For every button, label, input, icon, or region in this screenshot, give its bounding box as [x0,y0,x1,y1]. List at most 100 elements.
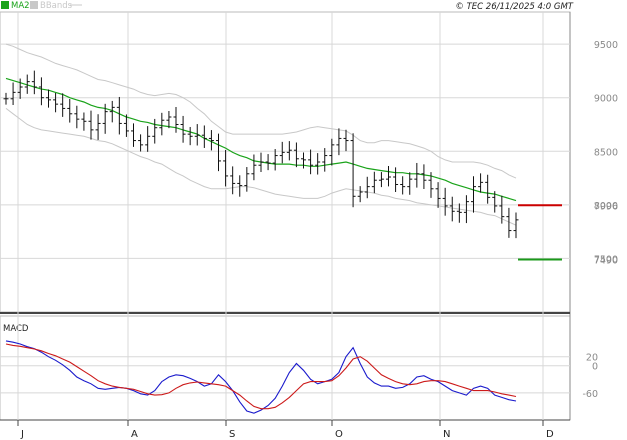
candle [499,195,505,224]
candle [293,142,299,168]
candle [336,128,342,156]
candle [471,176,476,213]
month-label: D [546,429,554,440]
macd-line [5,340,517,414]
candle [485,174,491,204]
ma20-legend-swatch [1,1,9,9]
month-label: A [131,429,138,440]
candle [237,175,243,197]
candle [279,141,285,164]
candle [3,92,9,105]
candle [53,93,59,113]
candle [123,114,129,137]
candle [343,129,349,152]
candle [10,82,16,105]
candle [230,166,236,195]
resistance-level-label: 7996 [594,201,618,212]
candle [46,89,51,108]
candle [216,133,221,172]
candle [131,123,136,147]
candle [173,107,179,133]
candle [456,203,462,223]
month-label: S [229,429,235,440]
candle [265,154,271,171]
macd-panel-label: MACD [3,324,29,334]
candle [208,130,214,151]
candle [407,172,413,195]
candle [308,149,314,175]
copyright-label: © TEC 26/11/2025 4:0 GMT [455,2,573,12]
candle [442,187,448,216]
signal-line [5,343,517,410]
candle [386,165,391,187]
macd-panel-frame [0,315,571,421]
macd-tick-label: -60 [582,389,598,400]
price-tick-label: 7500 [594,254,618,265]
candle [350,133,356,208]
candle [145,126,151,152]
candle [88,110,94,140]
candle [463,195,469,224]
candle [109,100,115,123]
candle [378,172,384,188]
candle [95,114,101,140]
macd-panel: MACD [0,315,571,421]
candle [449,196,455,222]
macd-tick-label: 20 [586,353,598,364]
price-tick-label: 9000 [594,94,618,105]
candles-layer [3,70,519,239]
candle [67,99,73,123]
candle [24,74,30,94]
price-tick-label: 8500 [594,147,618,158]
y-ticks-layer: 9500 9000 8500 8000 7500 200 -60 [582,40,618,400]
price-tick-label: 9500 [594,40,618,51]
candle [371,171,377,194]
candle [187,126,193,146]
candle [357,186,363,203]
price-panel [0,11,571,313]
candle [513,212,519,239]
candle [414,162,420,188]
candle [81,112,87,131]
candle [166,111,172,129]
candle [421,164,427,189]
month-label: J [20,429,24,440]
bbands-legend-label: BBands [40,1,73,11]
candle [322,148,328,172]
grid-layer [0,12,570,420]
price-panel-frame [0,11,571,313]
candle [492,191,498,213]
candle [159,112,165,136]
candle [152,118,158,144]
candle [102,103,108,134]
candle [258,152,264,172]
ma20-legend-label: MA20 [11,1,35,11]
candle [435,182,441,208]
macd-tick-label: 0 [592,362,598,373]
month-label: O [335,429,343,440]
candle [251,154,257,181]
price-tick-label: 8000 [594,201,618,212]
levels-layer: 7996 7490 [518,201,618,267]
candle [272,149,278,171]
candle [393,167,399,192]
candle [428,172,434,198]
candle [223,150,229,187]
month-label: N [443,429,450,440]
candle [301,152,306,169]
candle [400,176,406,195]
candle [329,138,335,166]
bbands-legend-swatch [30,1,38,9]
candle [201,125,207,148]
candle [116,96,122,135]
macd-lines-layer [5,340,517,414]
candle [138,134,144,152]
candle [286,141,292,161]
candle [17,78,23,99]
candle [60,93,66,117]
support-level-label: 7490 [594,256,618,267]
candle [31,70,37,95]
